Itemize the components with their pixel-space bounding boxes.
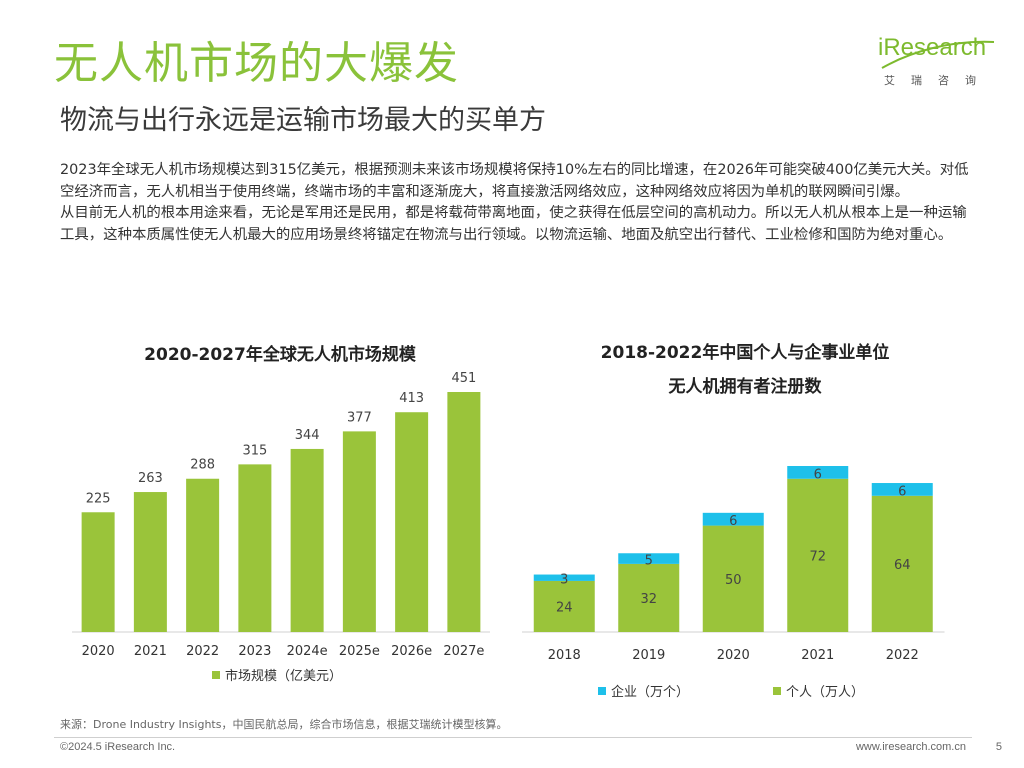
chart2-data-label-enterprise: 6 [814,467,822,482]
chart2-bar-enterprise [787,466,849,479]
body-paragraph-1: 2023年全球无人机市场规模达到315亿美元，根据预测未来该市场规模将保持10%… [60,162,969,200]
chart1-legend-label: 市场规模（亿美元） [225,668,342,684]
website-text: www.iresearch.com.cn [855,741,966,753]
chart1-data-label: 225 [86,491,111,506]
chart2-data-label-enterprise: 6 [898,484,906,499]
chart1-tick-label: 2020 [82,644,115,659]
chart2-tick-label: 2021 [801,648,834,663]
chart2-bar-personal [787,478,849,632]
chart1-tick-label: 2022 [186,644,219,659]
chart2-data-label-personal: 72 [809,549,826,564]
chart2-bar-enterprise [702,512,764,526]
chart2-legend-label-personal: 个人（万人） [786,685,864,700]
chart1-legend-swatch [212,671,220,679]
chart2-bar-personal [533,580,595,632]
chart2-tick-label: 2018 [548,648,581,663]
page-number: 5 [995,741,1002,753]
logo-swoosh-icon [881,40,995,69]
chart1-data-label: 344 [295,428,320,443]
chart2-bar-enterprise [871,483,933,496]
chart2-data-label-personal: 50 [725,573,742,588]
chart2-bar-personal [871,495,933,632]
chart2-bar-enterprise [533,574,595,581]
chart1-data-label: 288 [190,458,215,473]
chart2-title-line2: 无人机拥有者注册数 [668,377,822,397]
chart2-data-label-enterprise: 3 [560,573,568,588]
chart1-bar [447,392,481,632]
source-note: 来源：Drone Industry Insights，中国民航总局，综合市场信息… [60,718,508,731]
logo-chinese-text: 艾瑞咨询 [884,74,992,87]
chart2-data-label-personal: 24 [556,600,573,615]
chart2-tick-label: 2020 [717,648,750,663]
page-subtitle: 物流与出行永远是运输市场最大的买单方 [60,105,546,136]
chart1-bar [238,464,272,632]
chart2-legend-label-enterprise: 企业（万个） [611,684,689,700]
chart1-data-label: 377 [347,410,372,425]
chart2-legend-swatch-personal [773,687,781,695]
page-title: 无人机市场的大爆发 [54,38,459,89]
chart2-data-label-enterprise: 5 [645,554,653,569]
chart1-data-label: 315 [242,443,267,458]
chart1-tick-label: 2026e [391,644,432,659]
footer-divider [54,737,972,738]
chart1-bar [290,448,324,632]
chart2-data-label-enterprise: 6 [729,514,737,529]
chart2-data-label-personal: 64 [894,558,911,573]
chart1-bar [395,412,429,632]
chart1-tick-label: 2025e [339,644,380,659]
chart1-bar [186,478,220,632]
chart1-tick-label: 2021 [134,644,167,659]
chart2-tick-label: 2022 [886,648,919,663]
chart1-data-label: 451 [451,371,476,386]
chart1-tick-label: 2024e [287,644,328,659]
chart1-bar [342,431,376,632]
chart1-tick-label: 2027e [443,644,484,659]
body-text: 2023年全球无人机市场规模达到315亿美元，根据预测未来该市场规模将保持10%… [60,160,970,246]
chart1-data-label: 263 [138,471,163,486]
body-paragraph-2: 从目前无人机的根本用途来看，无论是军用还是民用，都是将载荷带离地面，使之获得在低… [60,205,967,243]
chart2-bar-personal [618,563,680,632]
copyright-text: ©2024.5 iResearch Inc. [60,741,176,753]
chart1-bar [81,512,115,632]
chart1-data-label: 413 [399,391,424,406]
logo-brand-text: iResearch [878,34,987,61]
chart1-title: 2020-2027年全球无人机市场规模 [144,345,416,365]
chart2-legend-swatch-enterprise [598,687,606,695]
iresearch-logo: iResearch 艾瑞咨询 [878,34,998,94]
chart2-title-line1: 2018-2022年中国个人与企事业单位 [600,343,890,363]
chart2-bar-personal [702,525,764,632]
chart1-bar [133,492,167,632]
chart2-data-label-personal: 32 [640,592,657,607]
chart2-tick-label: 2019 [632,648,665,663]
chart2-bar-enterprise [618,553,680,564]
chart1-tick-label: 2023 [238,644,271,659]
